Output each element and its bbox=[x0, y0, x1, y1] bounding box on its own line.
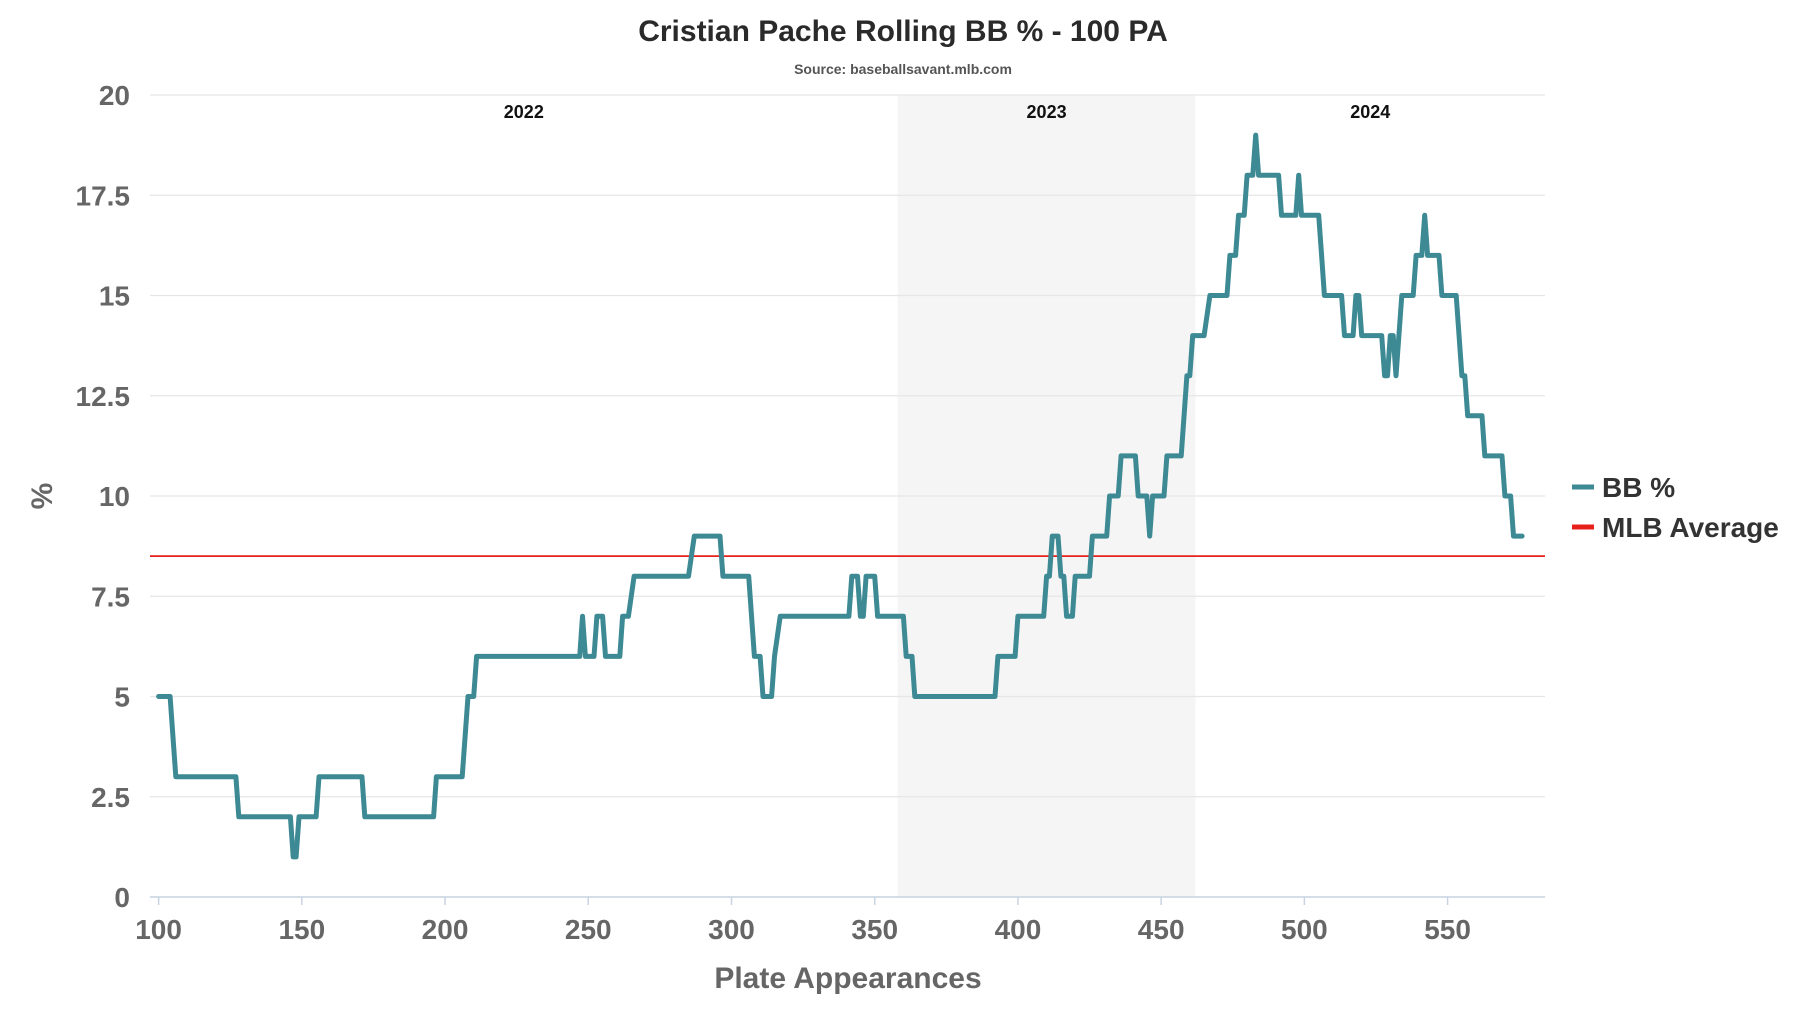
series-group bbox=[156, 132, 1525, 860]
x-tick-label: 100 bbox=[135, 914, 182, 945]
x-tick-label: 500 bbox=[1281, 914, 1328, 945]
y-axis: 0 2.5 5 7.5 10 12.5 15 17.5 20 bbox=[76, 80, 131, 913]
season-label-2023: 2023 bbox=[1027, 102, 1067, 122]
chart-subtitle: Source: baseballsavant.mlb.com bbox=[794, 61, 1012, 77]
x-tick-label: 300 bbox=[708, 914, 755, 945]
y-axis-label: % bbox=[26, 483, 59, 510]
y-tick-label: 15 bbox=[99, 281, 130, 312]
x-tick-label: 550 bbox=[1424, 914, 1471, 945]
y-tick-label: 7.5 bbox=[91, 581, 130, 612]
season-label-2024: 2024 bbox=[1350, 102, 1390, 122]
x-tick-label: 200 bbox=[422, 914, 469, 945]
legend-item-label: BB % bbox=[1602, 472, 1675, 503]
x-axis: 100 150 200 250 300 350 400 450 500 550 bbox=[135, 896, 1545, 945]
x-tick-label: 400 bbox=[995, 914, 1042, 945]
y-tick-label: 12.5 bbox=[76, 381, 131, 412]
chart-title: Cristian Pache Rolling BB % - 100 PA bbox=[638, 15, 1168, 48]
y-tick-label: 2.5 bbox=[91, 782, 130, 813]
legend-item-label: MLB Average bbox=[1602, 512, 1779, 543]
y-tick-label: 17.5 bbox=[76, 180, 131, 211]
y-tick-label: 0 bbox=[114, 882, 130, 913]
x-tick-label: 450 bbox=[1138, 914, 1185, 945]
x-axis-label: Plate Appearances bbox=[714, 962, 981, 995]
season-labels: 2022 2023 2024 bbox=[504, 102, 1390, 122]
legend: BB % MLB Average bbox=[1572, 472, 1779, 543]
x-tick-label: 150 bbox=[278, 914, 325, 945]
x-tick-label: 250 bbox=[565, 914, 612, 945]
y-tick-label: 10 bbox=[99, 481, 130, 512]
bb-pct-series-line bbox=[156, 132, 1525, 860]
x-tick-label: 350 bbox=[851, 914, 898, 945]
season-label-2022: 2022 bbox=[504, 102, 544, 122]
y-tick-label: 5 bbox=[114, 682, 130, 713]
y-tick-label: 20 bbox=[99, 80, 130, 111]
